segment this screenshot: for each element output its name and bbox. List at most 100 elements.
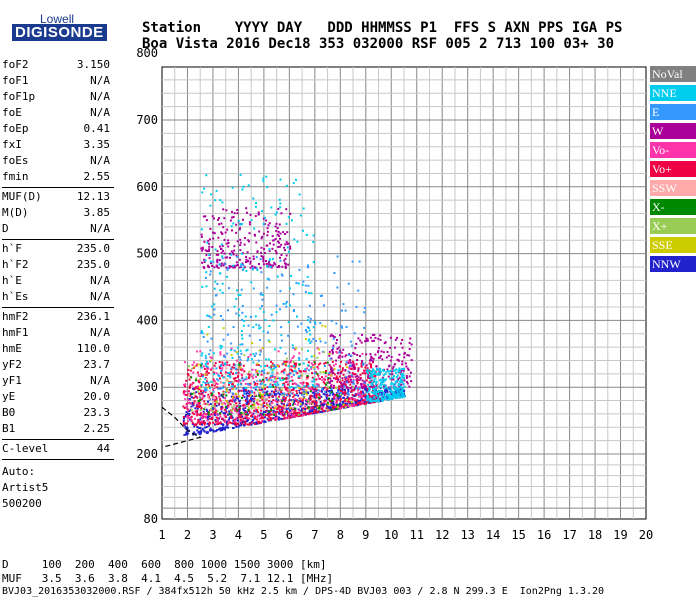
data-point [221, 282, 224, 285]
data-point [310, 355, 313, 358]
data-point [254, 406, 257, 409]
data-point [225, 420, 228, 423]
data-point [240, 263, 243, 266]
data-point [220, 231, 223, 234]
data-point [364, 370, 367, 373]
data-point [353, 365, 356, 367]
data-point [291, 400, 294, 403]
data-point [212, 388, 215, 391]
data-point [248, 240, 250, 243]
data-point [289, 413, 291, 416]
data-point [244, 409, 247, 412]
data-point [230, 368, 233, 371]
data-point [187, 394, 190, 397]
data-point [382, 378, 385, 380]
data-point [280, 370, 283, 373]
data-point [332, 344, 335, 347]
data-point [287, 365, 290, 368]
data-point [319, 401, 322, 403]
data-point [345, 376, 348, 379]
data-point [379, 338, 382, 341]
data-point [280, 326, 283, 329]
data-point [331, 352, 334, 355]
data-point [396, 390, 399, 393]
data-point [312, 366, 315, 369]
data-point [266, 265, 269, 268]
data-point [189, 418, 191, 421]
data-point [363, 400, 366, 403]
data-point [241, 311, 244, 314]
data-point [368, 381, 371, 384]
data-point [208, 429, 211, 432]
data-point [340, 325, 343, 328]
data-point [226, 424, 229, 427]
data-point [273, 392, 276, 395]
data-point [372, 373, 375, 376]
data-point [351, 389, 354, 392]
data-point [341, 369, 344, 372]
data-point [287, 374, 290, 377]
data-point [351, 398, 354, 401]
data-point [293, 399, 296, 402]
data-point [231, 210, 233, 213]
data-point [262, 385, 265, 388]
data-point [303, 396, 306, 399]
param-row: B1 2.25 [2, 422, 116, 438]
data-point [347, 378, 350, 381]
data-point [215, 253, 218, 256]
data-point [283, 377, 286, 380]
data-point [290, 274, 292, 277]
param-key: hmF2 [2, 310, 29, 323]
data-point [327, 403, 330, 406]
data-point [292, 347, 295, 349]
data-point [322, 350, 324, 353]
data-point [258, 263, 260, 265]
param-value: 12.13 [76, 190, 110, 203]
data-point [272, 413, 275, 416]
data-point [403, 356, 406, 359]
data-point [391, 390, 394, 393]
data-point [291, 379, 294, 382]
data-point [240, 413, 243, 416]
data-point [381, 378, 384, 381]
data-point [226, 379, 229, 382]
data-point [321, 403, 324, 406]
data-point [323, 403, 326, 406]
data-point [271, 374, 274, 377]
data-point [307, 399, 310, 402]
data-point [196, 387, 199, 390]
data-point [314, 371, 317, 374]
data-point [312, 385, 315, 388]
data-point [254, 315, 257, 318]
data-point [336, 407, 339, 410]
data-point [185, 394, 188, 396]
data-point [230, 354, 233, 357]
data-point [266, 286, 269, 289]
data-point [217, 379, 220, 382]
data-point [183, 361, 186, 364]
data-point [207, 381, 210, 384]
data-point [228, 381, 231, 384]
data-point [314, 362, 317, 365]
data-point [366, 372, 369, 375]
data-point [205, 408, 208, 411]
data-point [233, 349, 236, 352]
x-tick-label: 3 [209, 528, 216, 542]
data-point [335, 378, 337, 381]
data-point [271, 362, 274, 365]
data-point [260, 390, 263, 393]
data-point [185, 433, 188, 436]
data-point [261, 369, 264, 372]
data-point [371, 376, 374, 379]
data-point [297, 367, 300, 370]
data-point [195, 377, 198, 380]
data-point [284, 362, 287, 365]
data-point [311, 380, 314, 383]
data-point [241, 262, 244, 265]
data-point [219, 347, 222, 350]
data-point [200, 420, 203, 423]
data-point [355, 305, 358, 308]
data-point [342, 348, 345, 351]
data-point [267, 371, 270, 374]
data-point [283, 371, 286, 374]
